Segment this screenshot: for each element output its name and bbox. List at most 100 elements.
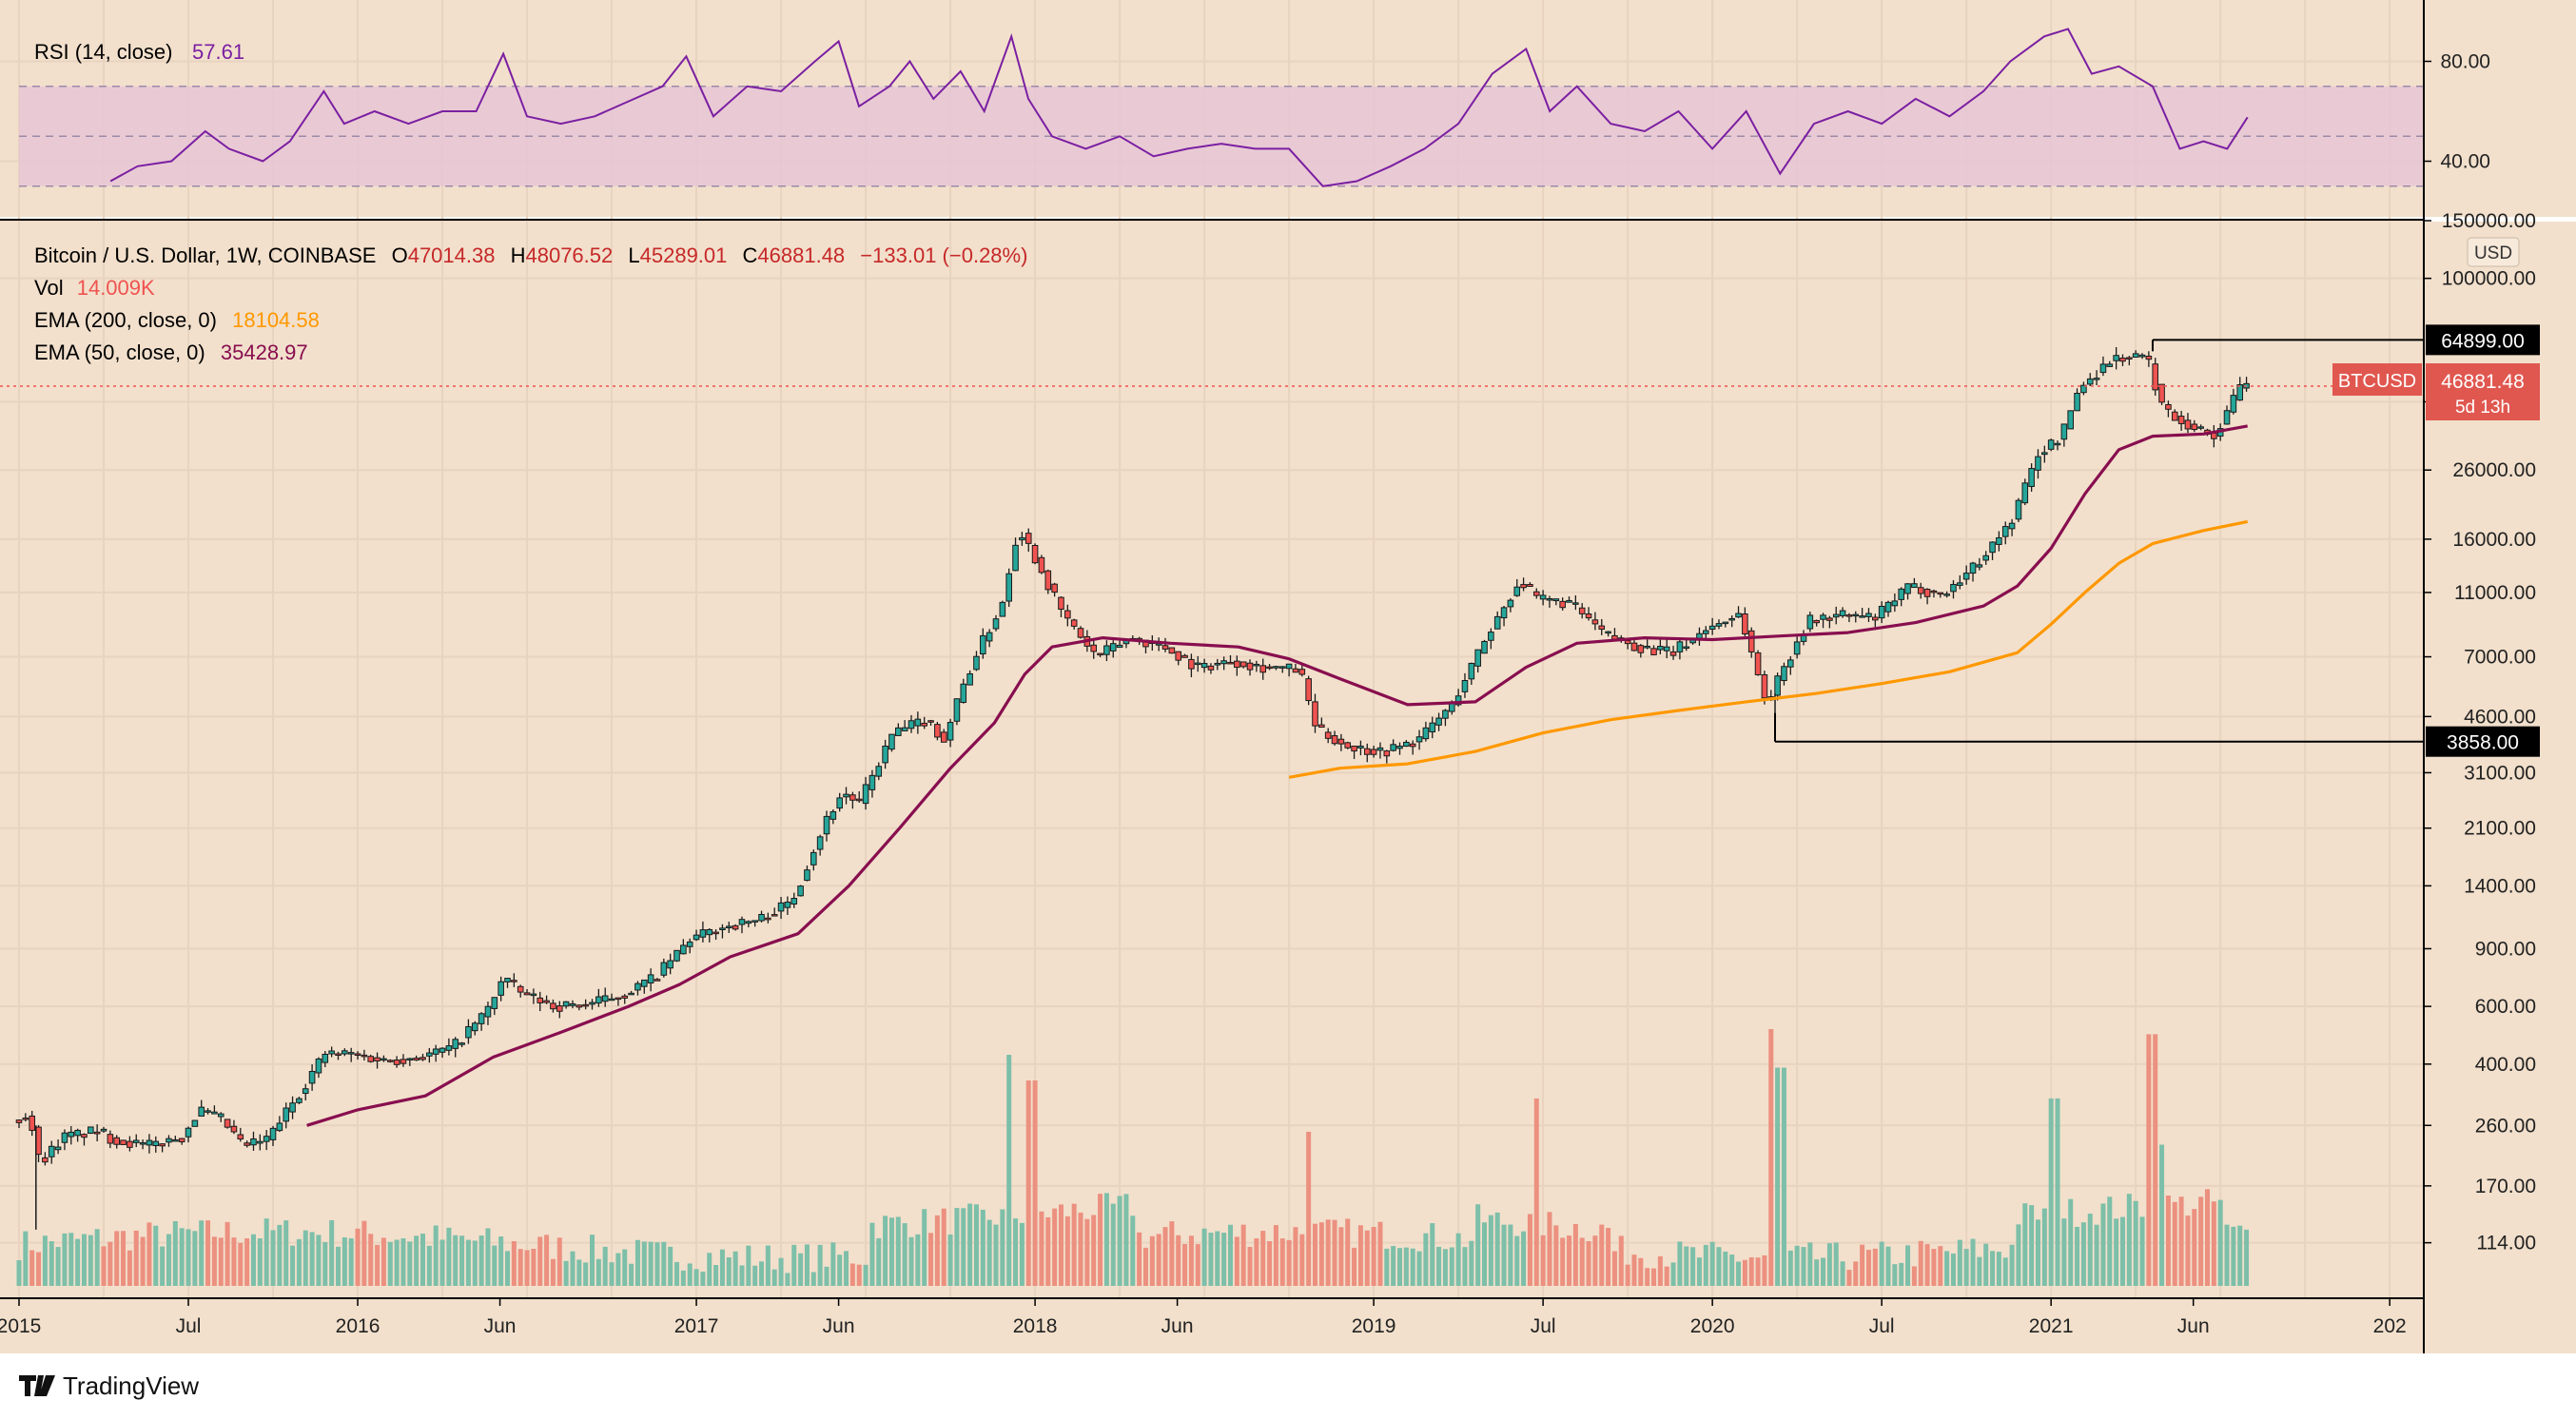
tradingview-logo[interactable]: TradingView	[19, 1371, 199, 1400]
volume-bar-236	[1553, 1225, 1559, 1286]
candle-10	[81, 1133, 88, 1146]
candle-body-327	[2145, 355, 2153, 360]
candle-body-1	[22, 1118, 29, 1120]
candle-127	[843, 787, 849, 805]
volume-bar-207	[1364, 1230, 1370, 1286]
volume-bar-49	[335, 1246, 341, 1286]
candle-body-330	[2165, 403, 2172, 410]
candle-body-190	[1253, 663, 1260, 667]
volume-bar-127	[844, 1251, 849, 1286]
volume-bar-258	[1696, 1257, 1702, 1286]
currency-button[interactable]	[2467, 237, 2520, 267]
candle-16	[120, 1139, 127, 1145]
volume-bar-47	[322, 1241, 328, 1286]
volume-bar-196	[1293, 1227, 1298, 1286]
y-label-3: 26000.00	[2452, 459, 2536, 481]
volume-bar-285	[1872, 1248, 1878, 1286]
open-label: O	[392, 243, 408, 267]
candle-body-20	[146, 1139, 153, 1146]
candle-body-154	[1019, 536, 1025, 541]
candle-66	[445, 1038, 453, 1056]
candle-body-279	[1832, 613, 1840, 618]
candle-body-64	[432, 1048, 439, 1055]
candle-body-333	[2184, 419, 2192, 430]
y-label-9: 2100.00	[2464, 818, 2536, 840]
candle-body-37	[257, 1140, 263, 1144]
candle-316	[2074, 388, 2080, 412]
volume-bar-111	[739, 1265, 745, 1286]
volume-bar-201	[1325, 1219, 1331, 1286]
volume-bar-338	[2217, 1199, 2223, 1286]
y-label-1: 100000.00	[2442, 268, 2536, 290]
candle-body-297	[1950, 583, 1957, 593]
candle-223	[1468, 662, 1475, 686]
candle-body-187	[1234, 660, 1240, 669]
volume-bar-45	[309, 1232, 315, 1286]
candle-body-54	[367, 1056, 375, 1062]
volume-bar-320	[2100, 1203, 2106, 1286]
last-price-tag-value: 46881.48	[2441, 371, 2525, 393]
y-label-10: 1400.00	[2464, 875, 2536, 897]
candle-body-250	[1644, 646, 1650, 649]
candle-body-94	[628, 992, 634, 996]
candle-138	[914, 711, 922, 734]
candle-body-253	[1663, 646, 1670, 652]
candle-body-224	[1474, 649, 1481, 667]
candle-210	[1383, 749, 1391, 764]
candle-body-130	[862, 784, 869, 805]
candle-25	[178, 1138, 185, 1145]
candle-body-53	[361, 1054, 368, 1058]
candle-body-62	[420, 1057, 426, 1060]
volume-bar-235	[1547, 1212, 1552, 1286]
candle-222	[1461, 672, 1469, 698]
volume-bar-260	[1709, 1241, 1715, 1286]
candle-140	[927, 719, 934, 726]
candle-body-79	[530, 993, 537, 997]
volume-bar-3	[36, 1252, 42, 1286]
candle-body-340	[2230, 395, 2237, 413]
candle-6	[54, 1139, 62, 1155]
candle-237	[1559, 597, 1566, 611]
candle-276	[1813, 619, 1820, 627]
volume-bar-22	[160, 1246, 166, 1286]
candle-body-158	[1044, 570, 1052, 591]
candle-28	[198, 1099, 205, 1117]
candle-62	[420, 1053, 426, 1061]
candle-body-278	[1826, 617, 1833, 621]
candle-body-36	[250, 1138, 257, 1146]
candle-body-77	[517, 985, 524, 993]
candle-233	[1532, 588, 1540, 599]
candle-body-63	[426, 1052, 433, 1057]
volume-bar-96	[641, 1241, 647, 1286]
volume-bar-202	[1332, 1219, 1337, 1286]
candle-229	[1507, 598, 1514, 613]
candle-200	[1318, 717, 1325, 729]
candle-132	[875, 762, 883, 781]
volume-bar-224	[1475, 1204, 1481, 1286]
candle-157	[1038, 554, 1045, 574]
currency-label: USD	[2474, 243, 2512, 263]
candle-body-135	[895, 727, 902, 736]
candle-197	[1298, 664, 1306, 677]
candle-189	[1246, 659, 1254, 676]
candle-254	[1669, 645, 1677, 660]
volume-bar-197	[1299, 1234, 1305, 1286]
candle-1	[22, 1113, 29, 1122]
candle-body-12	[93, 1131, 101, 1135]
candle-166	[1097, 652, 1103, 657]
volume-bar-274	[1801, 1247, 1806, 1286]
volume-bar-41	[283, 1220, 289, 1286]
volume-bar-279	[1833, 1242, 1839, 1286]
candle-224	[1474, 649, 1481, 673]
candle-body-74	[498, 981, 504, 996]
volume-bar-205	[1352, 1247, 1357, 1286]
volume-bar-297	[1950, 1253, 1956, 1286]
candle-146	[966, 670, 973, 686]
candle-body-115	[765, 917, 771, 921]
candle-109	[725, 922, 732, 933]
candle-265	[1742, 607, 1748, 636]
candle-143	[946, 718, 954, 748]
volume-bar-263	[1729, 1255, 1735, 1286]
candle-body-303	[1989, 541, 1996, 554]
ema50-line: EMA (50, close, 0) 35428.97	[34, 340, 308, 364]
